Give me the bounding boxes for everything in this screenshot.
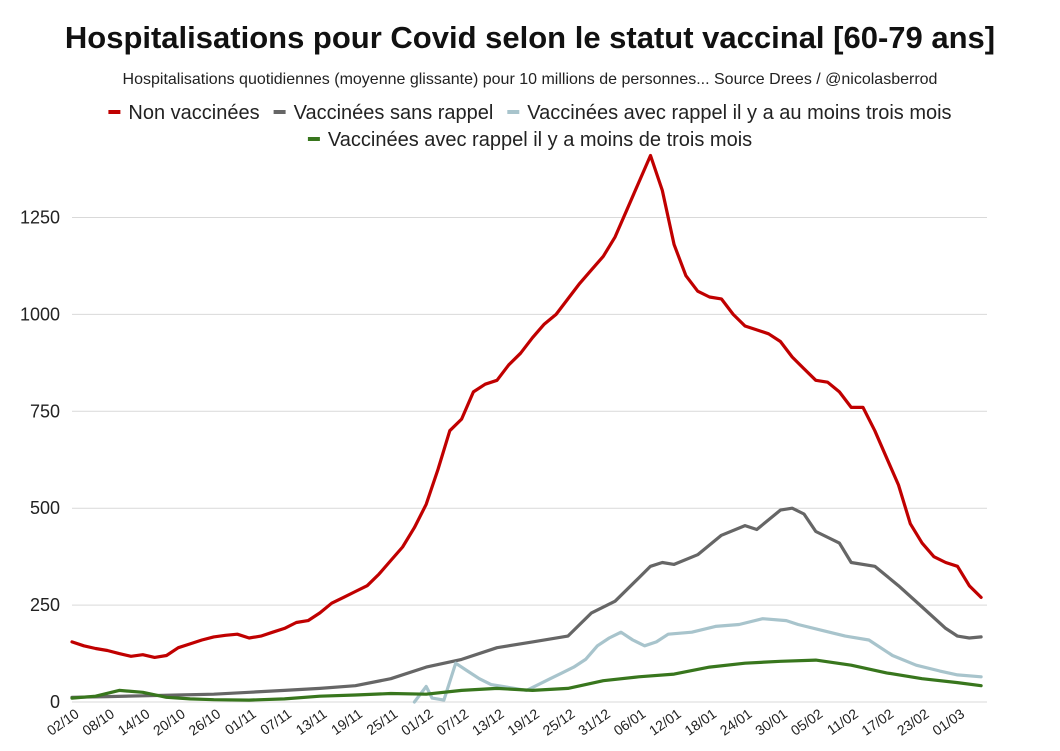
y-tick-label: 500	[30, 498, 60, 518]
legend-label: Vaccinées avec rappel il y a au moins tr…	[527, 102, 951, 124]
x-tick-label: 13/11	[293, 705, 330, 738]
x-tick-label: 18/01	[681, 705, 719, 738]
y-tick-label: 250	[30, 595, 60, 615]
x-tick-label: 01/11	[222, 705, 259, 738]
series-line-3	[412, 617, 983, 704]
x-tick-label: 25/12	[540, 705, 578, 738]
x-tick-label: 14/10	[115, 705, 153, 738]
legend-label: Non vaccinées	[128, 102, 259, 124]
x-tick-label: 26/10	[186, 705, 224, 738]
y-tick-label: 0	[50, 692, 60, 712]
legend-item-3: Vaccinées avec rappel il y a au moins tr…	[507, 102, 952, 124]
y-gridlines	[72, 217, 987, 703]
x-tick-label: 24/01	[717, 705, 755, 738]
chart-subtitle: Hospitalisations quotidiennes (moyenne g…	[123, 71, 938, 88]
x-tick-label: 12/01	[646, 705, 684, 738]
x-tick-label: 01/12	[398, 705, 436, 738]
x-tick-label: 23/02	[894, 705, 932, 738]
legend-item-4: Vaccinées avec rappel il y a moins de tr…	[307, 129, 752, 151]
chart-legend: Non vaccinées Vaccinées sans rappel Vaccin…	[108, 102, 952, 151]
x-tick-label: 13/12	[469, 705, 507, 738]
x-tick-label: 19/11	[328, 705, 365, 738]
chart-title: Hospitalisations pour Covid selon le sta…	[65, 20, 995, 55]
x-tick-label: 01/03	[929, 705, 967, 738]
x-tick-label: 20/10	[150, 705, 188, 738]
series-line-1	[70, 153, 983, 659]
series-line-4	[70, 658, 983, 702]
x-tick-label: 11/02	[824, 705, 861, 738]
x-tick-label: 05/02	[788, 705, 826, 738]
x-tick-label: 06/01	[611, 705, 649, 738]
legend-item-1: Non vaccinées	[108, 102, 260, 124]
x-axis-ticks: 02/1008/1014/1020/1026/1001/1107/1113/11…	[44, 705, 968, 738]
x-tick-label: 08/10	[79, 705, 117, 738]
x-tick-label: 19/12	[504, 705, 542, 738]
x-tick-label: 07/11	[257, 705, 294, 738]
series-line-2	[70, 506, 983, 699]
x-tick-label: 31/12	[575, 705, 613, 738]
x-tick-label: 30/01	[752, 705, 790, 738]
y-tick-label: 1000	[20, 304, 60, 324]
legend-label: Vaccinées sans rappel	[294, 102, 494, 124]
y-tick-label: 1250	[20, 208, 60, 228]
x-tick-label: 17/02	[858, 705, 896, 738]
data-series	[70, 153, 983, 704]
legend-label: Vaccinées avec rappel il y a moins de tr…	[328, 129, 752, 151]
x-tick-label: 25/11	[363, 705, 400, 738]
x-tick-label: 07/12	[433, 705, 471, 738]
y-tick-label: 750	[30, 401, 60, 421]
y-axis-ticks: 0 250 500 750 1000 1250	[20, 208, 60, 712]
legend-item-2: Vaccinées sans rappel	[273, 102, 494, 124]
